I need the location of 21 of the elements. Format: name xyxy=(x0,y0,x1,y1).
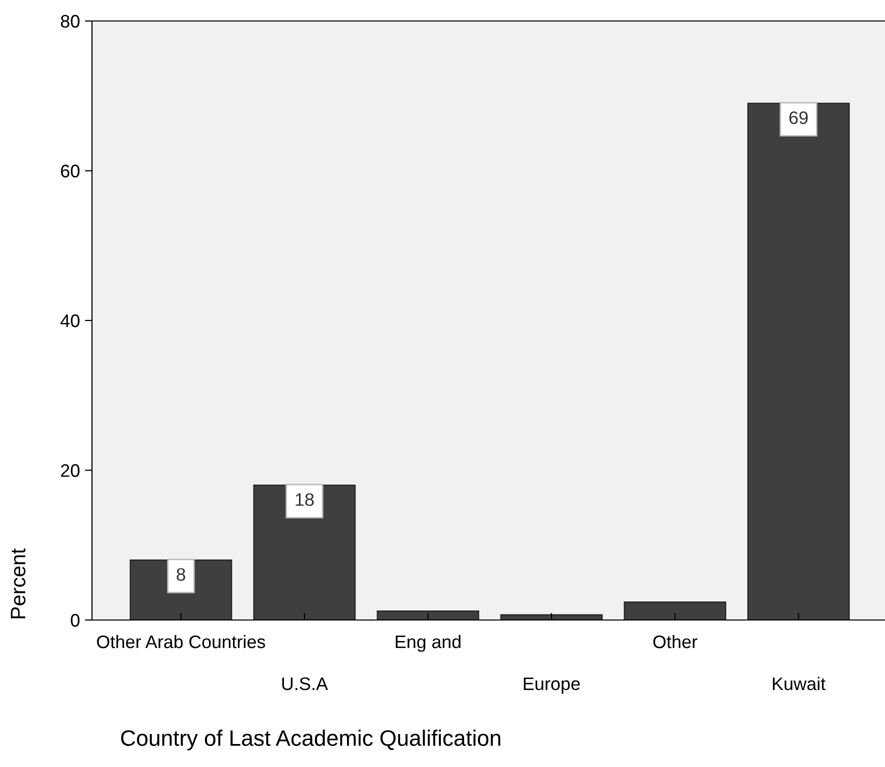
x-tick-label: Other Arab Countries xyxy=(96,634,266,648)
y-tick-label: 20 xyxy=(61,464,80,477)
bar xyxy=(624,601,726,620)
data-label: 8 xyxy=(176,568,186,581)
bar xyxy=(500,614,603,620)
x-tick-label: Eng and xyxy=(396,634,460,652)
x-tick-label: Europe xyxy=(524,678,580,694)
y-tick-label: 60 xyxy=(61,164,80,178)
data-label: 69 xyxy=(789,111,808,124)
x-axis-title: Country of Last Academic Qualification xyxy=(121,730,500,750)
y-axis-title: Percent xyxy=(10,548,26,618)
y-tick-label: 40 xyxy=(60,314,80,328)
bar xyxy=(253,484,356,620)
data-label: 18 xyxy=(296,493,314,506)
x-tick-label: U.S.A xyxy=(282,677,328,690)
y-tick-label: 0 xyxy=(70,614,80,627)
y-tick-label: 80 xyxy=(60,14,80,28)
bar xyxy=(747,102,850,620)
x-tick-label: Kuwait xyxy=(772,676,826,690)
bar xyxy=(376,610,480,620)
x-tick-label: Other xyxy=(653,634,698,648)
